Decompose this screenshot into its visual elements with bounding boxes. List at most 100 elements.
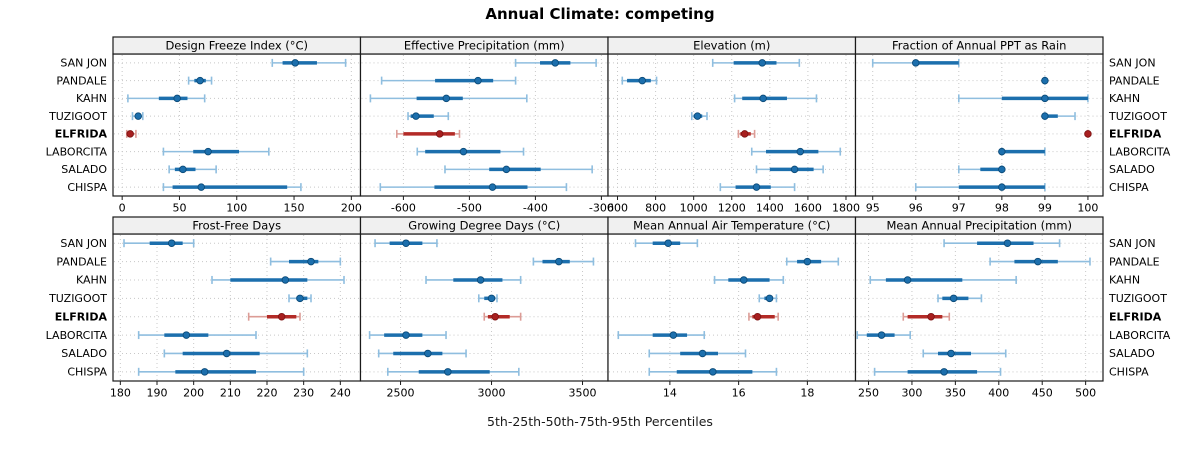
station-label-left: PANDALE (56, 255, 107, 268)
station-label-left: SAN JON (60, 57, 107, 70)
median-dot (412, 112, 420, 120)
median-dot (949, 294, 958, 303)
x-axis-tick-label: 97 (952, 202, 966, 215)
panel-background (113, 234, 361, 381)
median-dot (940, 368, 948, 376)
x-axis-tick-label: 16 (732, 387, 746, 400)
x-axis-tick-label: 600 (607, 202, 628, 215)
x-axis-tick-label: 230 (293, 387, 314, 400)
median-dot (1084, 130, 1092, 138)
median-dot (753, 312, 762, 321)
median-dot (200, 368, 209, 376)
median-dot (491, 312, 499, 321)
x-axis-tick-label: 96 (909, 202, 923, 215)
panel-header-label: Frost-Free Days (192, 219, 281, 233)
x-axis-tick-label: 3500 (569, 387, 597, 400)
station-label-left: TUZIGOOT (48, 110, 107, 123)
x-axis-tick-label: 1000 (680, 202, 708, 215)
median-dot (296, 294, 304, 303)
median-dot (693, 112, 702, 120)
median-dot (307, 257, 315, 266)
median-dot (927, 312, 935, 321)
station-label-right: CHISPA (1109, 366, 1149, 379)
median-dot (1003, 239, 1012, 247)
panel-background (608, 54, 856, 196)
median-dot (664, 239, 672, 247)
station-label-right: TUZIGOOT (1108, 292, 1167, 305)
chart-title: Annual Climate: competing (485, 5, 715, 23)
x-axis-tick-label: 400 (988, 387, 1009, 400)
x-axis-tick-label: 220 (257, 387, 278, 400)
median-dot (476, 276, 485, 284)
median-dot (179, 165, 187, 174)
x-axis-tick-label: -600 (391, 202, 416, 215)
median-dot (1041, 94, 1049, 103)
panel-header-label: Effective Precipitation (mm) (404, 39, 565, 53)
median-dot (1041, 112, 1049, 120)
x-axis-tick-label: 350 (945, 387, 966, 400)
panel-header-label: Fraction of Annual PPT as Rain (892, 39, 1066, 53)
median-dot (877, 331, 886, 339)
median-dot (998, 165, 1006, 174)
station-label-right: ELFRIDA (1109, 128, 1162, 141)
median-dot (803, 257, 812, 266)
median-dot (197, 183, 205, 191)
x-axis-tick-label: 240 (330, 387, 351, 400)
station-label-right: SALADO (1109, 347, 1155, 360)
median-dot (698, 349, 707, 358)
x-axis-tick-label: -500 (457, 202, 482, 215)
station-label-right: SALADO (1109, 163, 1155, 176)
x-axis-tick-label: 18 (800, 387, 814, 400)
median-dot (281, 276, 290, 284)
median-dot (126, 130, 134, 138)
x-axis-tick-label: 250 (858, 387, 879, 400)
station-label-right: KAHN (1109, 92, 1140, 105)
station-label-left: PANDALE (56, 74, 107, 87)
station-label-right: SAN JON (1109, 57, 1156, 70)
x-axis-tick-label: 180 (110, 387, 131, 400)
station-label-right: LABORCITA (1109, 145, 1171, 158)
panel-background (855, 234, 1103, 381)
median-dot (740, 276, 748, 284)
x-axis-tick-label: 0 (119, 202, 126, 215)
x-axis-tick-label: 210 (220, 387, 241, 400)
median-dot (752, 183, 761, 191)
station-label-right: PANDALE (1109, 255, 1160, 268)
panel-header-label: Mean Annual Precipitation (mm) (886, 219, 1072, 233)
x-axis-tick-label: 1200 (718, 202, 746, 215)
median-dot (912, 59, 920, 67)
x-axis-tick-label: 450 (1032, 387, 1053, 400)
station-label-left: KAHN (76, 274, 107, 287)
median-dot (758, 59, 766, 67)
panel-header (854, 216, 1104, 235)
median-dot (402, 239, 410, 247)
x-axis-tick-label: 50 (172, 202, 186, 215)
station-label-right: TUZIGOOT (1108, 110, 1167, 123)
median-dot (998, 183, 1006, 191)
x-axis-tick-label: 1600 (794, 202, 822, 215)
median-dot (424, 349, 432, 358)
x-axis-tick-label: 190 (147, 387, 168, 400)
x-axis-tick-label: 1400 (756, 202, 784, 215)
median-dot (740, 130, 749, 138)
median-dot (555, 257, 563, 266)
panel-header-label: Mean Annual Air Temperature (°C) (633, 219, 830, 233)
median-dot (222, 349, 231, 358)
median-dot (551, 59, 559, 67)
station-label-left: SALADO (61, 163, 107, 176)
station-label-right: CHISPA (1109, 181, 1149, 194)
station-label-left: LABORCITA (46, 329, 108, 342)
x-axis-tick-label: 200 (183, 387, 204, 400)
median-dot (474, 76, 482, 85)
x-axis-tick-label: 95 (866, 202, 880, 215)
median-dot (277, 312, 286, 321)
median-dot (173, 94, 181, 103)
median-dot (638, 76, 647, 85)
median-dot (796, 147, 805, 156)
station-label-left: CHISPA (67, 366, 107, 379)
panel-header-label: Design Freeze Index (°C) (165, 39, 308, 53)
station-label-left: CHISPA (67, 181, 107, 194)
station-label-right: PANDALE (1109, 74, 1160, 87)
median-dot (182, 331, 191, 339)
